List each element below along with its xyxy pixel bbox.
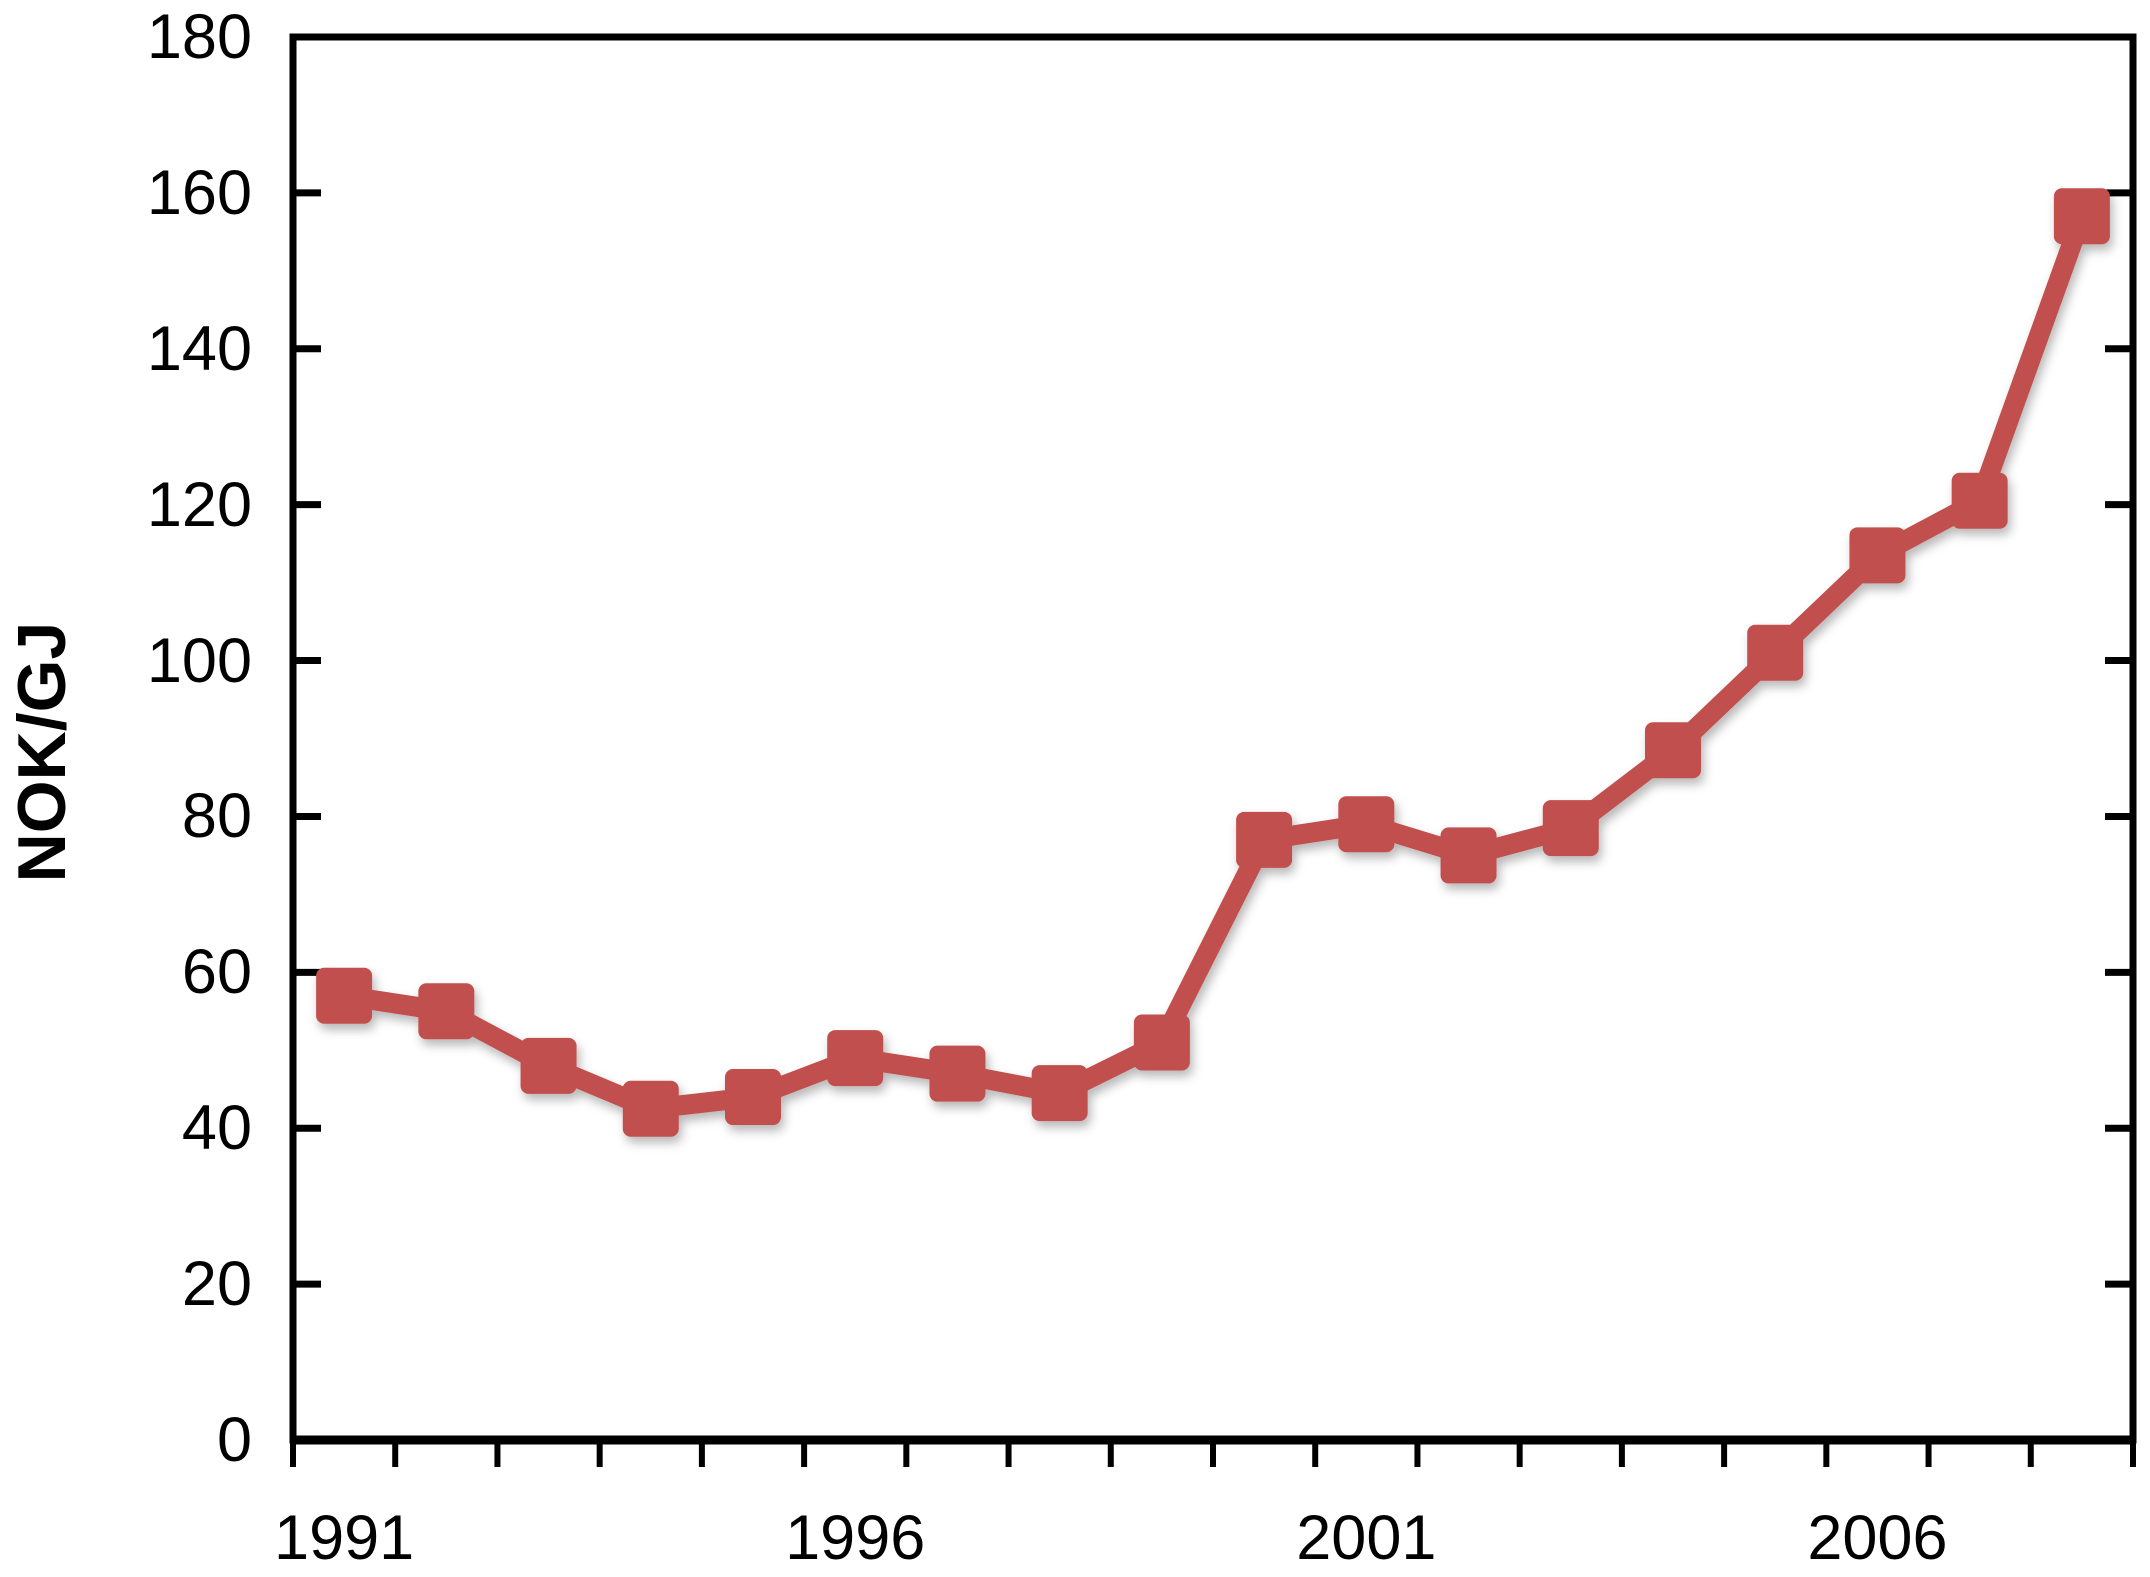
data-point-marker [1236,811,1293,868]
x-tick-label: 2001 [1296,1503,1437,1573]
data-point-marker [827,1030,884,1087]
data-point-marker [2053,188,2110,245]
data-point-marker [316,967,373,1024]
y-tick-label: 20 [181,1249,252,1320]
y-tick-label: 100 [146,625,252,696]
y-tick-label: 60 [181,937,252,1008]
data-point-marker [1440,827,1497,884]
data-point-marker [1747,624,1804,681]
data-point-marker [418,983,475,1040]
data-point-marker [1338,796,1395,853]
data-point-marker [1951,472,2008,529]
y-tick-label: 40 [181,1093,252,1164]
data-point-marker [622,1080,679,1137]
data-series [316,188,2110,1137]
x-tick-label: 1991 [274,1503,415,1573]
x-tick-label: 2006 [1807,1503,1948,1573]
y-tick-label: 0 [216,1405,252,1475]
y-tick-label: 80 [181,781,252,852]
data-point-marker [1542,800,1599,857]
plot-border [289,33,2137,1444]
y-tick-label: 180 [146,2,252,72]
y-axis-title: NOK/GJ [4,621,80,883]
data-point-marker [520,1037,577,1094]
data-point-marker [1645,722,1701,779]
data-point-marker [929,1045,986,1102]
data-point-marker [1849,527,1906,584]
y-tick-label: 120 [146,469,252,540]
data-point-marker [1133,1014,1190,1071]
y-tick-label: 160 [146,157,252,228]
x-tick-label: 1996 [785,1503,926,1573]
data-point-marker [1031,1065,1088,1122]
data-point-marker [725,1069,781,1126]
y-tick-label: 140 [146,313,252,384]
series-line [334,206,2092,1119]
